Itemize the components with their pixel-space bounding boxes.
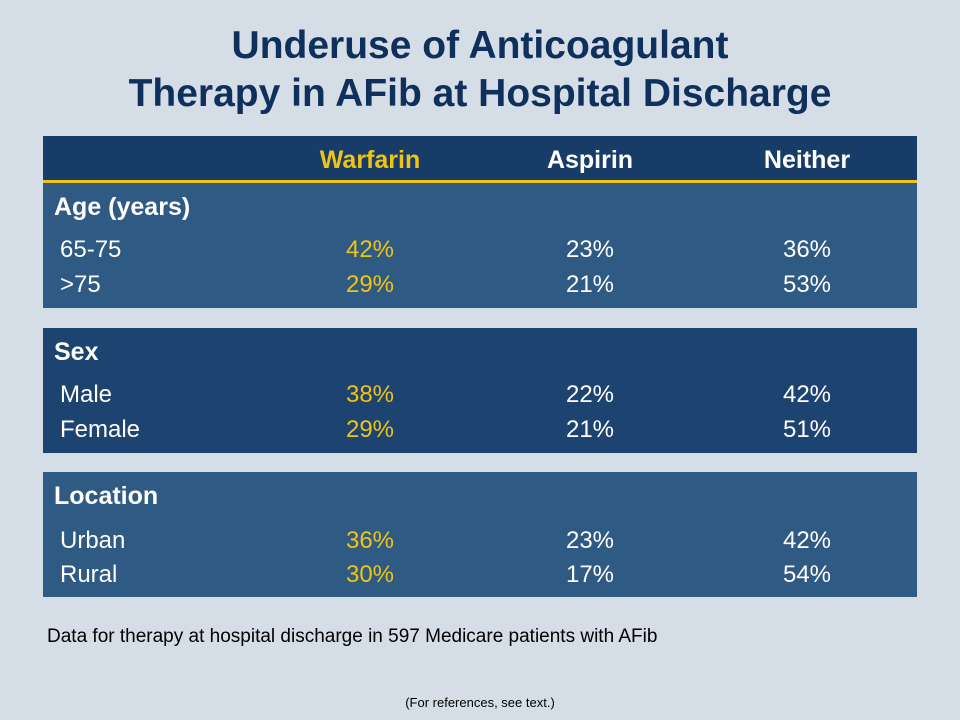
slide-title-line-1: Underuse of Anticoagulant [231,24,729,67]
cell-warfarin: 38% [345,381,395,408]
cell-warfarin: 36% [345,527,395,554]
table-row-rural: Rural 30% 17% 54% [43,558,917,592]
group-title-age: Age (years) [54,193,191,221]
cell-neither: 54% [782,561,832,588]
group-title-sex: Sex [54,338,99,366]
cell-aspirin: 21% [565,271,615,298]
row-label: Male [60,381,113,408]
group-location: Location Urban 36% 23% 42% Rural 30% 17%… [43,472,917,597]
cell-warfarin: 30% [345,561,395,588]
column-header-neither: Neither [763,146,851,174]
cell-warfarin: 29% [345,416,395,443]
row-label: Female [60,416,141,443]
cell-warfarin: 29% [345,271,395,298]
cell-neither: 42% [782,527,832,554]
row-label: Urban [60,527,126,554]
cell-aspirin: 22% [565,381,615,408]
table-header: Warfarin Aspirin Neither [43,136,917,183]
table-row-65-75: 65-75 42% 23% 36% [43,233,917,267]
cell-aspirin: 17% [565,561,615,588]
cell-neither: 51% [782,416,832,443]
cell-aspirin: 21% [565,416,615,443]
table-row-over-75: >75 29% 21% 53% [43,268,917,302]
table-row-urban: Urban 36% 23% 42% [43,524,917,558]
group-age: Age (years) 65-75 42% 23% 36% >75 29% 21… [43,183,917,308]
table-row-male: Male 38% 22% 42% [43,378,917,412]
column-header-warfarin: Warfarin [319,146,421,174]
cell-neither: 53% [782,271,832,298]
group-title-location: Location [54,482,159,510]
cell-neither: 42% [782,381,832,408]
footnote: Data for therapy at hospital discharge i… [47,626,658,647]
cell-neither: 36% [782,236,832,263]
slide-title: Underuse of Anticoagulant Therapy in AFi… [0,22,960,118]
group-sex: Sex Male 38% 22% 42% Female 29% 21% 51% [43,328,917,453]
cell-aspirin: 23% [565,236,615,263]
row-label: Rural [60,561,118,588]
column-header-aspirin: Aspirin [546,146,634,174]
row-label: >75 [60,271,101,298]
reference-note: (For references, see text.) [405,695,555,710]
cell-warfarin: 42% [345,236,395,263]
table-row-female: Female 29% 21% 51% [43,413,917,447]
cell-aspirin: 23% [565,527,615,554]
slide-title-line-2: Therapy in AFib at Hospital Discharge [128,72,832,115]
row-label: 65-75 [60,236,122,263]
